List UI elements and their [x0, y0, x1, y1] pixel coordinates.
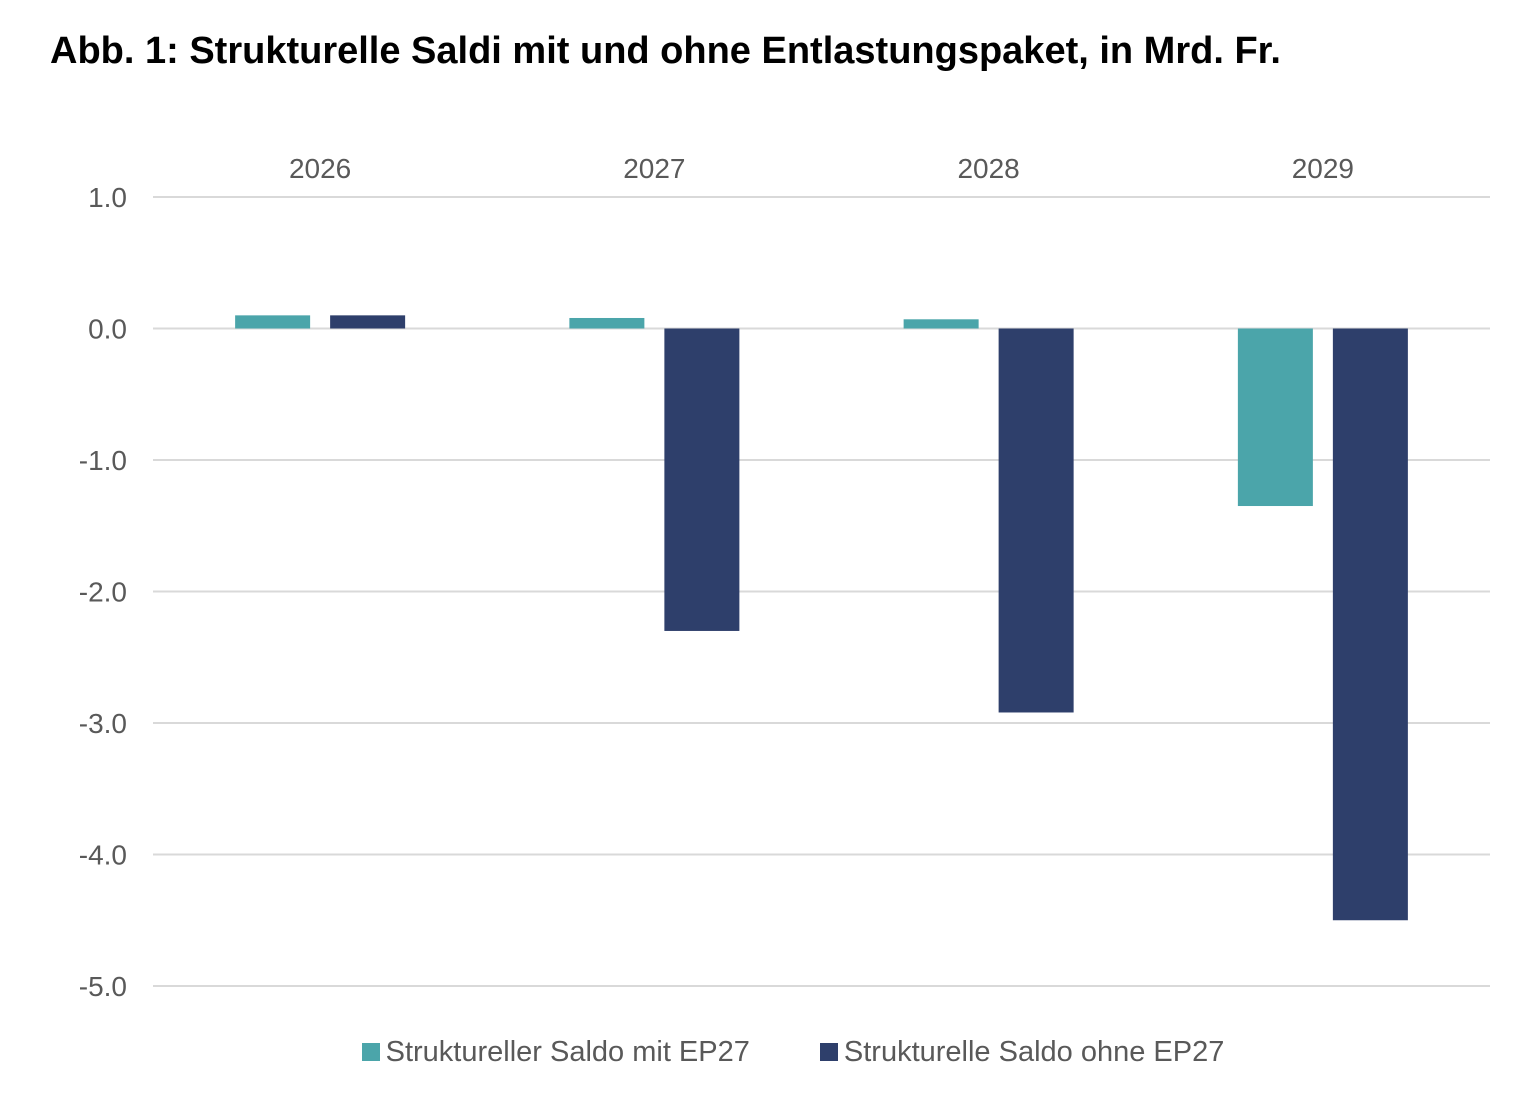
bar-ohne-ep27-2029: [1332, 328, 1408, 921]
bar-mit-ep27-2027: [569, 317, 645, 329]
bar-ohne-ep27-2026: [330, 315, 406, 329]
category-label: 2027: [623, 153, 685, 184]
category-label: 2028: [957, 153, 1019, 184]
legend-label-ohne-ep27: Strukturelle Saldo ohne EP27: [843, 1035, 1225, 1068]
bar-ohne-ep27-2028: [998, 328, 1074, 713]
legend-label-mit-ep27: Struktureller Saldo mit EP27: [385, 1035, 750, 1068]
legend-swatch-ohne-ep27: [819, 1043, 838, 1061]
bars: [235, 315, 1408, 921]
bar-mit-ep27-2028: [903, 319, 979, 329]
legend-item-ohne-ep27[interactable]: Strukturelle Saldo ohne EP27: [819, 1035, 1225, 1069]
y-tick-label: -3.0: [79, 708, 127, 739]
y-tick-label: 1.0: [88, 182, 127, 213]
legend-item-mit-ep27[interactable]: Struktureller Saldo mit EP27: [361, 1035, 750, 1069]
y-tick-label: -4.0: [79, 840, 127, 871]
category-label: 2026: [289, 153, 351, 184]
y-tick-label: -5.0: [79, 971, 127, 1002]
y-tick-label: -1.0: [79, 445, 127, 476]
legend-swatch-mit-ep27: [361, 1043, 380, 1061]
category-axis-labels: 2026 2027 2028 2029: [289, 153, 1354, 184]
y-axis-tick-labels: 1.0 0.0 -1.0 -2.0 -3.0 -4.0 -5.0: [79, 182, 127, 1002]
y-tick-label: 0.0: [88, 314, 127, 345]
y-tick-label: -2.0: [79, 577, 127, 608]
chart-title: Abb. 1: Strukturelle Saldi mit und ohne …: [50, 30, 1281, 72]
bar-mit-ep27-2029: [1237, 328, 1313, 507]
category-label: 2029: [1292, 153, 1354, 184]
bar-ohne-ep27-2027: [664, 328, 740, 631]
legend: Struktureller Saldo mit EP27 Strukturell…: [0, 1030, 1536, 1074]
bar-mit-ep27-2026: [235, 315, 311, 329]
